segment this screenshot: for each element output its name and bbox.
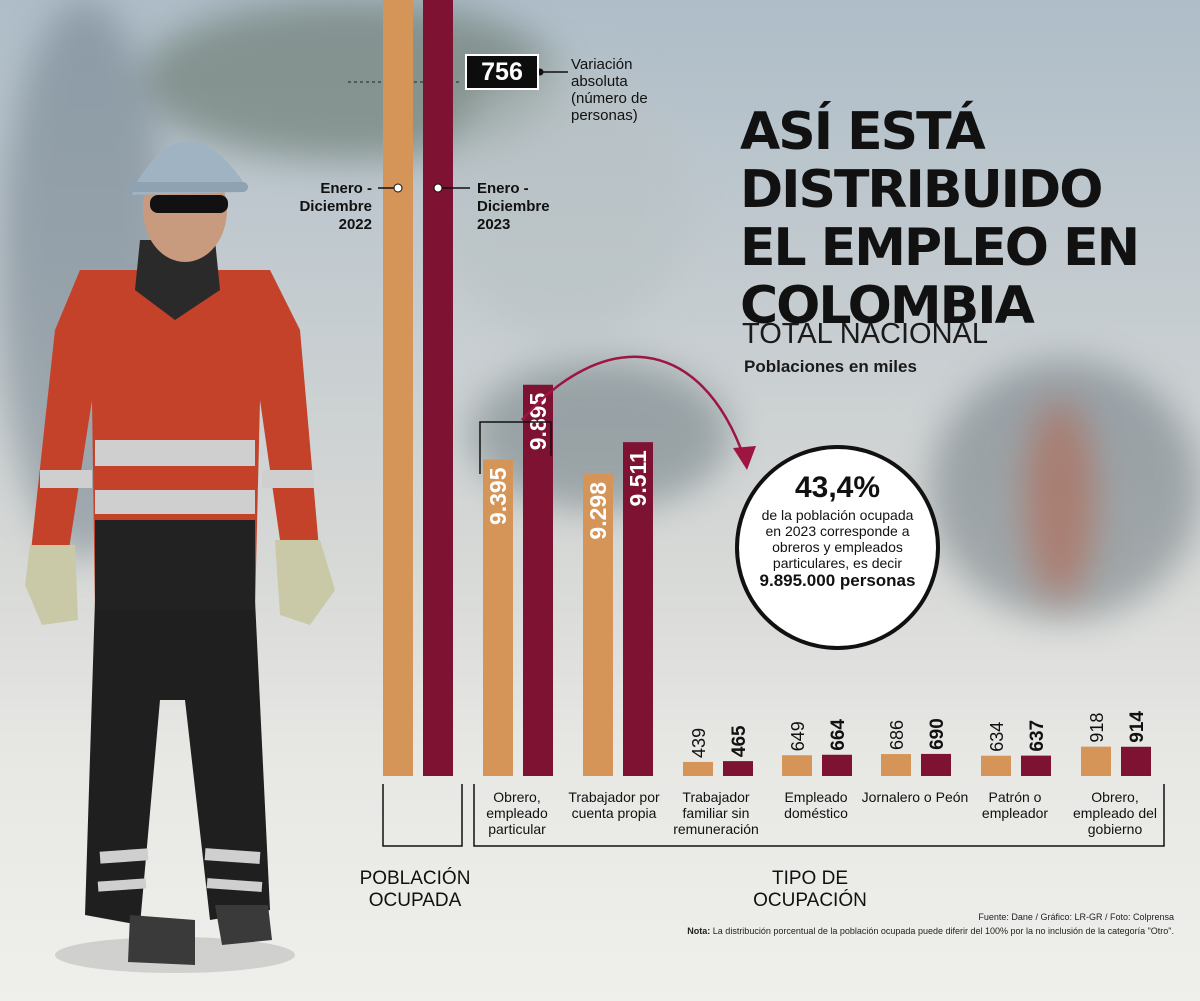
group-bracket-types [473, 784, 1165, 847]
category-label: Obrero, empleado particular [486, 789, 548, 837]
category-label: Trabajador familiar sin remuneración [673, 789, 759, 837]
value-label: 690 [927, 718, 948, 750]
bar-2023 [822, 754, 852, 776]
value-label: 9.395 [485, 467, 511, 525]
bar-2023 [423, 0, 453, 776]
value-label: 634 [987, 722, 1007, 752]
value-label: 686 [887, 720, 907, 750]
chart-title: ASÍ ESTÁ DISTRIBUIDO EL EMPLEO EN COLOMB… [740, 102, 1140, 336]
variation-value: 756 [465, 54, 539, 90]
callout-percent: 43,4% [794, 471, 881, 504]
bar-2023 [921, 753, 951, 776]
category-label: Jornalero o Peón [861, 789, 969, 805]
group-label-types: TIPO DE OCUPACIÓN [753, 868, 867, 911]
bar-2022 [1081, 746, 1111, 776]
category-label: Empleado doméstico [784, 789, 848, 821]
bar-2022 [782, 755, 812, 776]
bar-2023 [623, 442, 653, 776]
footnote-text: La distribución porcentual de la poblaci… [712, 926, 1174, 936]
source-credit: Fuente: Dane / Gráfico: LR-GR / Foto: Co… [978, 912, 1174, 922]
worker-photo [25, 141, 335, 973]
legend-2022-dot [393, 183, 403, 193]
value-label: 9.298 [585, 482, 611, 540]
bar-2023 [523, 384, 553, 776]
category-label: Obrero, empleado del gobierno [1072, 789, 1158, 837]
value-label: 465 [729, 725, 750, 757]
category-label: Trabajador por cuenta propia [568, 789, 660, 821]
bar-2023 [1121, 746, 1151, 776]
callout-arrow [521, 355, 747, 461]
background-crane [440, 60, 690, 340]
group-label-total: POBLACIÓN OCUPADA [359, 868, 471, 911]
value-labels-group: 22.0329.3959.29843964968663491822.7889.8… [485, 393, 1148, 758]
bar-2023 [723, 761, 753, 776]
value-label: 918 [1087, 713, 1107, 743]
callout-highlight: 9.895.000 personas [759, 571, 916, 590]
annotation-dot [536, 68, 544, 76]
group-bracket-total [382, 784, 463, 847]
chart-subtitle: TOTAL NACIONAL [742, 318, 989, 350]
bar-2023 [1021, 755, 1051, 776]
footnote-label: Nota: [687, 926, 711, 936]
legend-2023-dot [433, 183, 443, 193]
highlight-bracket [479, 421, 552, 474]
callout-text: de la población ocupada en 2023 correspo… [761, 507, 914, 571]
bar-2022 [881, 754, 911, 776]
background-person [1025, 400, 1095, 600]
bar-2022 [583, 474, 613, 776]
units-label: Poblaciones en miles [744, 357, 917, 376]
legend-2022: Enero - Diciembre 2022 [299, 180, 372, 233]
callout-circle: 43,4% de la población ocupada en 2023 co… [735, 445, 940, 650]
category-label: Patrón o empleador [981, 789, 1049, 821]
value-label: 649 [788, 721, 808, 751]
value-label: 637 [1027, 720, 1048, 752]
value-label: 439 [689, 728, 709, 758]
value-label: 664 [828, 719, 849, 751]
bar-2022 [383, 0, 413, 776]
legend-2023: Enero - Diciembre 2023 [477, 180, 550, 233]
variation-label: Variación absoluta (número de personas) [571, 56, 648, 124]
bar-2022 [981, 755, 1011, 776]
bar-2022 [483, 459, 513, 776]
footnote: Nota: La distribución porcentual de la p… [687, 926, 1174, 936]
bar-2022 [683, 761, 713, 776]
bars-group [383, 0, 1151, 776]
callout-arrowhead [733, 446, 756, 470]
value-label: 914 [1127, 711, 1148, 743]
value-label: 9.511 [625, 450, 651, 506]
